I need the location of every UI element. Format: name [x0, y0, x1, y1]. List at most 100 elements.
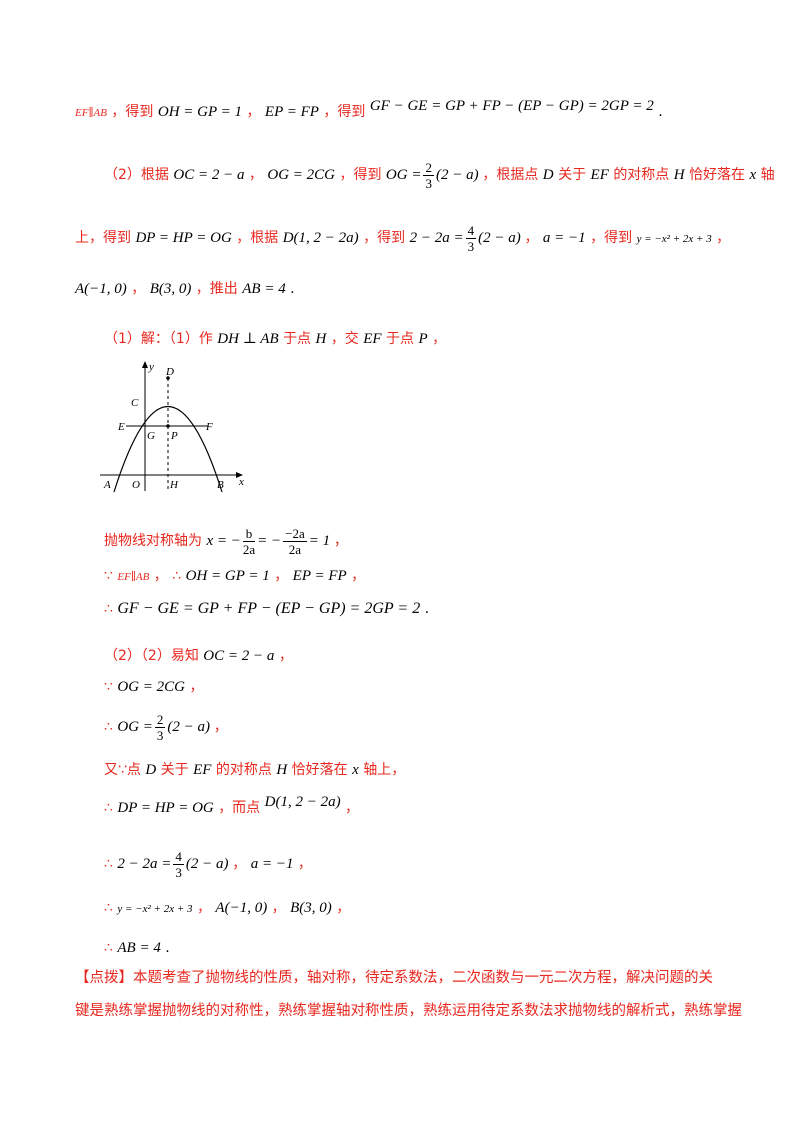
expr-oc: OC = 2 − a [173, 166, 245, 183]
denominator: 3 [467, 239, 475, 254]
text-fragment: ， [716, 229, 731, 246]
text-fragment: . [658, 104, 663, 120]
therefore-symbol: ∴ [104, 855, 113, 872]
var-d: D [542, 166, 554, 183]
parabola-curve [113, 406, 223, 493]
text-fragment: 抛物线对称轴为 [104, 532, 202, 549]
text-fragment: = − [257, 532, 282, 549]
solution-line-2: （2）根据 OC = 2 − a ， OG = 2CG ，得到 OG = 2 3 (2… [104, 160, 775, 191]
label-y: y [148, 361, 154, 373]
text-fragment: 的对称点 [215, 762, 272, 778]
label-e: E [117, 421, 125, 433]
numerator: 2 [154, 712, 166, 728]
label-x: x [238, 476, 244, 488]
expr-ef-parallel-ab: EF∥AB [117, 571, 150, 583]
expr-parabola: y = −x² + 2x + 3 [117, 903, 193, 915]
label-f: F [205, 421, 213, 433]
text-fragment: ，推出 [195, 281, 238, 297]
tip-text-2: 键是熟练掌握抛物线的对称性，熟练掌握轴对称性质，熟练运用待定系数法求抛物线的解析… [75, 1003, 742, 1019]
text-fragment: ， [351, 568, 366, 584]
text-fragment: 恰好落在 [291, 762, 348, 778]
numerator: 2 [423, 160, 434, 176]
text-fragment: ， [274, 568, 289, 584]
var-p: P [418, 331, 428, 347]
var-h: H [673, 166, 685, 183]
tip-label: 【点拨】 [75, 970, 133, 986]
text-fragment: ， [196, 900, 211, 916]
text-fragment: . [424, 601, 430, 617]
text-fragment: ， [345, 800, 360, 816]
denominator: 3 [156, 728, 164, 743]
text-fragment: ， [336, 900, 351, 916]
text-fragment: 轴 [760, 166, 775, 183]
label-b: B [217, 479, 224, 491]
text-fragment: 关于 [558, 166, 587, 183]
text-fragment: 关于 [160, 762, 189, 778]
solution-line-6: 抛物线对称轴为 x = − b 2a = − −2a 2a = 1 ， [104, 526, 348, 557]
point-p [166, 424, 170, 428]
expr-a-value: a = −1 [250, 855, 294, 872]
solution-line-1: EF∥AB ，得到 OH = GP = 1 ， EP = FP ，得到 GF −… [75, 98, 663, 123]
expr-2-2a-fraction: 2 − 2a = 4 3 (2 − a) [409, 223, 525, 254]
text-fragment: ，根据点 [482, 166, 539, 183]
tip-line-2: 键是熟练掌握抛物线的对称性，熟练掌握轴对称性质，熟练运用待定系数法求抛物线的解析… [75, 1001, 742, 1021]
text-fragment: ， [232, 855, 247, 872]
text-fragment: ， [297, 855, 312, 872]
var-ef: EF [363, 331, 382, 347]
text-fragment: ， [246, 104, 261, 120]
text-fragment: ， [189, 679, 204, 695]
label-c: C [131, 397, 139, 409]
point-d [166, 376, 170, 380]
expr-point-b: B(3, 0) [149, 281, 192, 297]
expr-og-fraction: OG = 2 3 (2 − a) [386, 160, 482, 191]
expr-oh-gp: OH = GP = 1 [157, 104, 243, 120]
y-axis-arrow [142, 361, 148, 368]
text-fragment: ， [153, 568, 168, 584]
solution-line-10: ∵ OG = 2CG ， [104, 677, 203, 697]
text-fragment: 于点 [283, 331, 312, 347]
text-fragment: ，得到 [363, 229, 406, 246]
expr-point-b: B(3, 0) [290, 900, 332, 916]
expr-ep-fp: EP = FP [292, 568, 347, 584]
expr-ef-parallel-ab: EF∥AB [75, 107, 107, 119]
therefore-symbol: ∴ [104, 800, 113, 816]
var-ef: EF [590, 166, 609, 183]
solution-line-15: ∴ y = −x² + 2x + 3 ， A(−1, 0) ， B(3, 0) … [104, 898, 350, 919]
fraction: b 2a [242, 526, 256, 557]
text-fragment: OG = [117, 718, 153, 735]
text-fragment: ， [131, 281, 146, 297]
tip-line-1: 【点拨】本题考查了抛物线的性质，轴对称，待定系数法，二次函数与一元二次方程，解决… [75, 968, 713, 988]
text-fragment: 2 − 2a = [409, 229, 464, 246]
label-h: H [169, 479, 179, 491]
text-fragment: ， [248, 166, 263, 183]
solution-line-13: ∴ DP = HP = OG ，而点 D(1, 2 − 2a) ， [104, 794, 360, 818]
expr-dp-hp-og: DP = HP = OG [117, 800, 214, 816]
text-fragment: ， [213, 718, 228, 735]
solution-line-8: ∴ GF − GE = GP + FP − (EP − GP) = 2GP = … [104, 599, 429, 619]
text-fragment: ，而点 [218, 800, 261, 816]
solution-line-4: A(−1, 0) ， B(3, 0) ，推出 AB = 4 . [75, 279, 295, 299]
expr-dh-perp-ab: DH ⊥ AB [217, 331, 279, 347]
text-fragment: . [165, 940, 170, 956]
therefore-symbol: ∴ [172, 568, 182, 584]
text-fragment: (2 − a) [167, 718, 211, 735]
numerator: 4 [173, 849, 184, 865]
var-x: x [749, 166, 757, 183]
text-fragment: ， [278, 648, 293, 664]
text-fragment: ，交 [330, 331, 359, 347]
expr-axis-of-symmetry: x = − b 2a = − −2a 2a = 1 [206, 526, 333, 557]
numerator: −2a [283, 526, 307, 542]
expr-dp-hp-og: DP = HP = OG [135, 229, 232, 246]
expr-parabola: y = −x² + 2x + 3 [636, 232, 712, 245]
expr-ep-fp: EP = FP [264, 104, 319, 120]
solution-line-11: ∴ OG = 2 3 (2 − a) ， [104, 712, 228, 743]
expr-2-2a-fraction: 2 − 2a = 4 3 (2 − a) [117, 849, 232, 880]
text-fragment: 恰好落在 [689, 166, 746, 183]
solution-line-9: （2）（2）易知 OC = 2 − a ， [104, 646, 293, 666]
text-fragment: 的对称点 [613, 166, 670, 183]
numerator: 4 [465, 223, 477, 239]
denominator: 2a [288, 542, 302, 557]
label-p: P [170, 430, 178, 442]
